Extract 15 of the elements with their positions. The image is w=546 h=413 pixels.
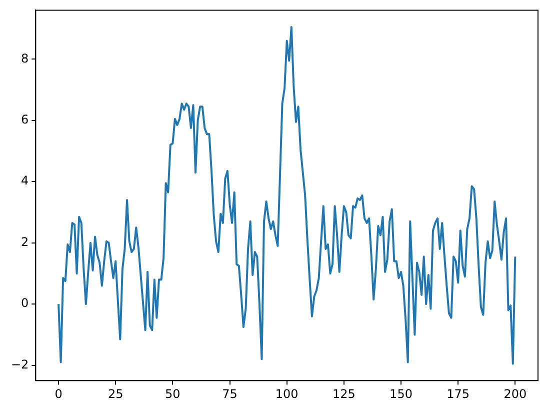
y-tick-label: 0 <box>21 296 29 310</box>
x-tick-label: 50 <box>165 386 180 401</box>
x-tick-label: 150 <box>390 386 412 401</box>
x-tick-label: 125 <box>332 386 356 401</box>
x-tick-label: 175 <box>446 386 470 401</box>
x-tick-label: 100 <box>275 386 298 401</box>
y-tick-label: 6 <box>21 112 29 127</box>
y-tick-label: −2 <box>10 357 29 372</box>
y-tick-label: 4 <box>21 174 29 188</box>
y-tick-label: 8 <box>21 51 29 66</box>
x-tick-label: 200 <box>504 386 527 401</box>
x-tick-label: 25 <box>108 386 124 401</box>
y-tick-label: 2 <box>21 234 29 249</box>
x-tick-label: 75 <box>222 386 238 401</box>
x-tick-label: 0 <box>54 386 62 401</box>
